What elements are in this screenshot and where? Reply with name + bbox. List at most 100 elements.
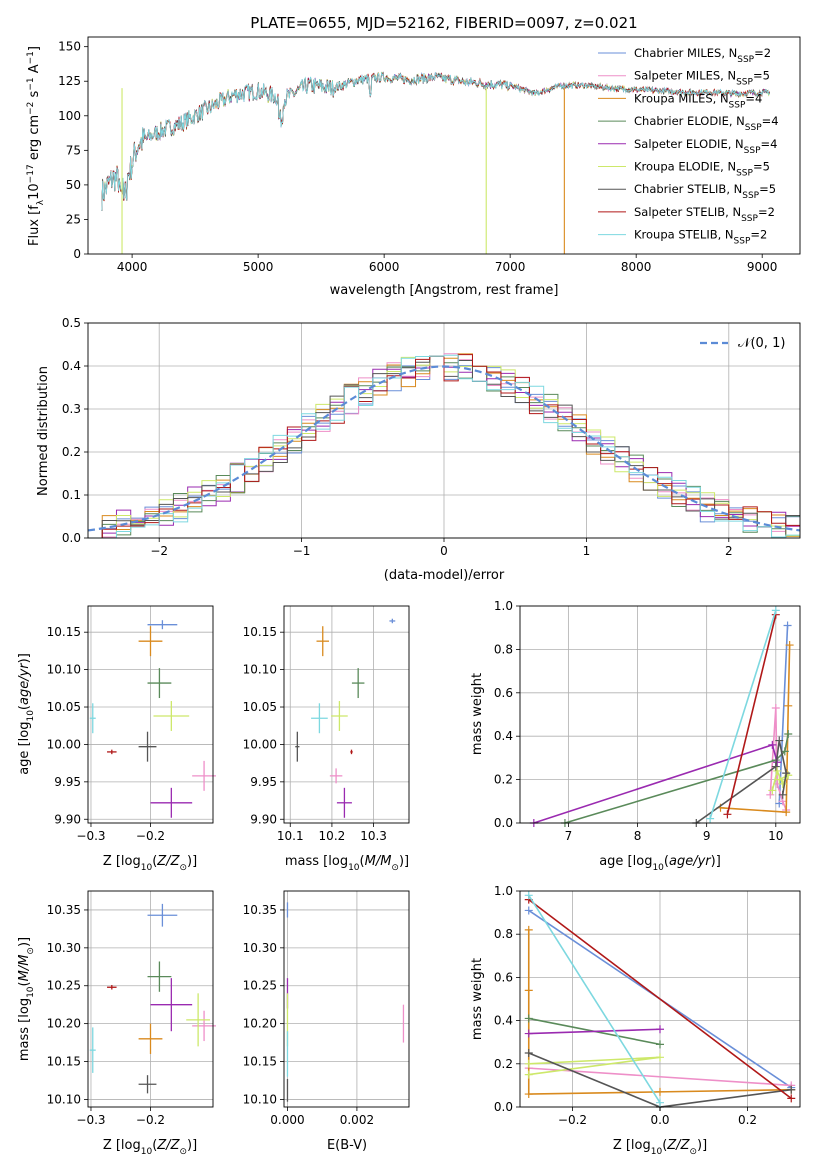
y-tick-label: 10.00 [47,737,81,751]
y-tick-label: 10.20 [243,1017,277,1031]
series-marker [524,1070,533,1079]
x-axis-label: mass [log10(M/M⊙)] [285,854,409,873]
series-marker [524,1014,533,1023]
y-tick-label: 10.30 [47,941,81,955]
y-tick-label: 0.4 [494,729,513,743]
y-axis-label: Flux [fλ10−17 erg cm−2 s−1 A−1] [26,46,46,246]
x-tick-label: 7 [565,829,573,843]
series-marker [656,1040,664,1049]
y-tick-label: 10.10 [47,1092,81,1106]
y-tick-label: 25 [66,212,81,226]
x-tick-label: 5000 [243,260,274,274]
series-line [528,894,661,1104]
y-axis-label: mass weight [470,958,485,1040]
x-tick-label: 10.3 [360,829,387,843]
y-tick-label: 0.0 [494,1100,513,1114]
series-marker [656,1053,664,1062]
y-tick-label: 0.4 [62,359,81,373]
series-marker [768,740,777,749]
y-tick-label: 10.15 [243,1055,277,1069]
x-tick-label: 0.0 [650,1113,669,1127]
panel-0: 4000 5000 6000 7000 8000 9000 0 25 50 75 100 125 150… [26,14,801,298]
series-marker [524,1059,533,1068]
y-tick-label: 10.00 [243,737,277,751]
y-tick-label: 0.2 [494,1057,513,1071]
x-tick-label: 0.000 [270,1113,304,1127]
y-tick-label: 100 [58,109,81,123]
spectrum-line [101,71,770,211]
axes-frame [283,605,410,824]
series-marker [787,1085,796,1094]
series-line [720,645,791,814]
y-tick-label: 10.10 [47,663,81,677]
panel-4: 7 8 9 10 0.0 0.2 0.4 0.6 0.8 1.0 age [log10(age/yr… [470,599,801,873]
legend-entry: Kroupa MILES, NSSP=4 [634,91,762,110]
legend-entry: Salpeter STELIB, NSSP=2 [634,205,775,224]
gaussian-reference-curve [87,365,801,532]
panel-7: −0.2 0.0 0.2 0.0 0.2 0.4 0.6 0.8 1.0 Z [log10(Z/Z… [470,884,801,1157]
y-axis-label: mass weight [470,673,485,755]
x-tick-label: 0 [440,544,448,558]
legend-entry: Salpeter MILES, NSSP=5 [634,69,770,88]
y-tick-label: 0.0 [494,816,513,830]
y-tick-label: 10.20 [47,1017,81,1031]
series-marker [524,925,533,934]
y-tick-label: 10.30 [243,941,277,955]
x-tick-label: −0.2 [136,829,165,843]
panel-2: −0.3 −0.2 9.90 9.95 10.00 10.05 10.10 10.15 Z [l… [17,605,216,873]
x-tick-label: −0.2 [558,1113,587,1127]
series-marker [785,641,794,650]
y-tick-label: 10.10 [243,663,277,677]
x-axis-label: Z [log10(Z/Z⊙)] [613,1138,707,1157]
legend: 𝒩(0, 1) [700,336,785,351]
x-axis-label: Z [log10(Z/Z⊙)] [103,854,197,873]
x-axis-label: age [log10(age/yr)] [599,854,721,873]
y-tick-label: 1.0 [494,599,513,613]
x-tick-label: 10 [768,829,783,843]
x-tick-label: 8 [634,829,642,843]
series-marker [768,786,777,795]
y-tick-label: 10.15 [47,1055,81,1069]
series-line [778,625,789,804]
x-axis-label: (data-model)/error [384,568,505,583]
panel-1: −2 −1 0 1 2 0.0 0.1 0.2 0.3 0.4 0.5 (data-model)/er… [36,316,801,583]
x-tick-label: 9 [703,829,711,843]
y-tick-label: 10.15 [243,625,277,639]
x-tick-label: 0.002 [340,1113,374,1127]
x-tick-label: −0.3 [76,1113,105,1127]
legend: Chabrier MILES, NSSP=2 Salpeter MILES, NS… [598,46,779,247]
x-tick-label: 4000 [117,260,148,274]
legend-entry: Salpeter ELODIE, NSSP=4 [634,137,777,156]
y-tick-label: 10.05 [47,700,81,714]
series-marker [778,779,787,788]
x-tick-label: 8000 [621,260,652,274]
series-marker [784,730,793,739]
y-tick-label: 10.15 [47,625,81,639]
y-tick-label: 0 [73,247,81,261]
panel-5: −0.3 −0.2 10.10 10.15 10.20 10.25 10.30 10.35 Z … [17,890,216,1157]
x-tick-label: 1 [583,544,591,558]
y-tick-label: 0.6 [494,970,513,984]
y-tick-label: 10.05 [243,700,277,714]
y-tick-label: 9.90 [54,812,81,826]
y-axis-label: mass [log10(M/M⊙)] [17,937,36,1061]
x-axis-label: Z [log10(Z/Z⊙)] [103,1138,197,1157]
series-marker [524,906,533,915]
series-line [726,614,777,815]
y-tick-label: 10.25 [47,979,81,993]
x-tick-label: 10.1 [277,829,304,843]
y-tick-label: 75 [66,143,81,157]
x-axis-label: wavelength [Angstrom, rest frame] [330,283,559,298]
y-tick-label: 0.4 [494,1014,513,1028]
series-marker [771,606,780,615]
y-tick-label: 0.6 [494,686,513,700]
series-marker [524,1029,533,1038]
x-tick-label: 9000 [747,260,778,274]
axes-frame [519,605,801,824]
y-tick-label: 10.35 [243,903,277,917]
y-tick-label: 9.95 [54,775,81,789]
x-tick-label: −0.2 [136,1113,165,1127]
series-marker [656,1098,664,1107]
y-tick-label: 125 [58,74,81,88]
